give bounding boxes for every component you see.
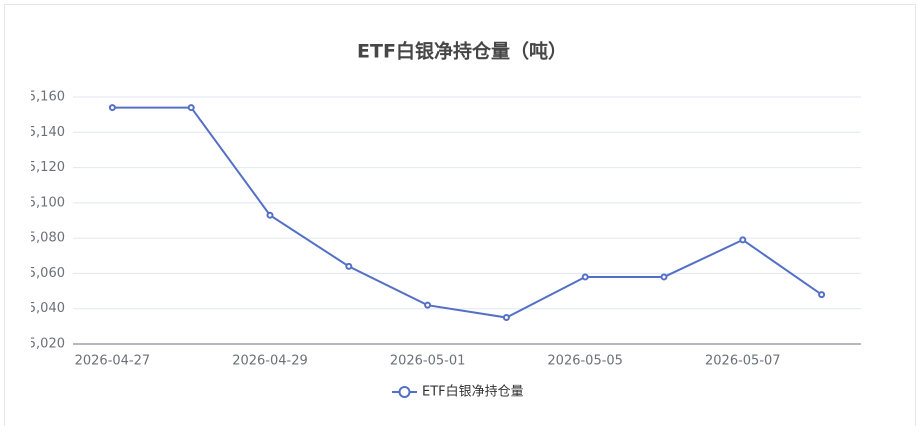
point xyxy=(424,301,432,309)
y-tick-label: 15,100 xyxy=(20,195,66,210)
point xyxy=(818,291,826,299)
x-tick-label: 2026-04-29 xyxy=(232,354,308,369)
point xyxy=(739,236,747,244)
legend-label: ETF白银净持仓量 xyxy=(422,384,524,400)
y-tick-label: 15,160 xyxy=(20,90,66,105)
plot: 15,020 15,040 15,060 15,080 15,100 15,120 15,1… xyxy=(20,90,861,369)
line xyxy=(112,106,823,319)
y-tick-label: 15,040 xyxy=(20,301,66,316)
y-tick-label: 15,020 xyxy=(20,337,66,352)
point xyxy=(660,273,668,281)
point xyxy=(502,314,510,322)
y-tick-label: 15,120 xyxy=(20,160,66,175)
point xyxy=(266,211,274,219)
point xyxy=(581,273,589,281)
chart-title: ETF白银净持仓量（吨） xyxy=(357,40,567,63)
x-tick-label: 2026-05-05 xyxy=(547,354,623,369)
y-tick-label: 15,080 xyxy=(20,231,66,246)
y-tick-label: 15,140 xyxy=(20,125,66,140)
y-tick-label: 15,060 xyxy=(20,266,66,281)
x-tick-label: 2026-04-27 xyxy=(75,354,151,369)
point xyxy=(187,104,195,112)
point xyxy=(108,104,116,112)
frame xyxy=(4,4,916,426)
point xyxy=(345,262,353,270)
x-tick-label: 2026-05-01 xyxy=(390,354,466,369)
x-tick-label: 2026-05-07 xyxy=(705,354,781,369)
legend-marker xyxy=(398,386,411,398)
